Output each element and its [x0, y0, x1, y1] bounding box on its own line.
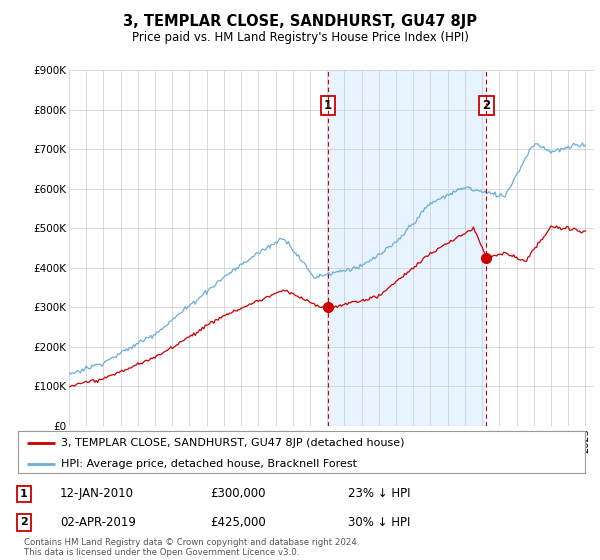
- Text: 2: 2: [20, 517, 28, 528]
- Text: 1: 1: [20, 489, 28, 499]
- Text: 02-APR-2019: 02-APR-2019: [60, 516, 136, 529]
- Text: 2: 2: [482, 99, 490, 112]
- Text: £300,000: £300,000: [210, 487, 265, 501]
- Text: 30% ↓ HPI: 30% ↓ HPI: [348, 516, 410, 529]
- Text: 23% ↓ HPI: 23% ↓ HPI: [348, 487, 410, 501]
- Text: Price paid vs. HM Land Registry's House Price Index (HPI): Price paid vs. HM Land Registry's House …: [131, 31, 469, 44]
- Text: £425,000: £425,000: [210, 516, 266, 529]
- Text: Contains HM Land Registry data © Crown copyright and database right 2024.
This d: Contains HM Land Registry data © Crown c…: [24, 538, 359, 557]
- Bar: [328, 70, 487, 426]
- Text: 3, TEMPLAR CLOSE, SANDHURST, GU47 8JP: 3, TEMPLAR CLOSE, SANDHURST, GU47 8JP: [123, 14, 477, 29]
- Text: HPI: Average price, detached house, Bracknell Forest: HPI: Average price, detached house, Brac…: [61, 459, 356, 469]
- Text: 3, TEMPLAR CLOSE, SANDHURST, GU47 8JP (detached house): 3, TEMPLAR CLOSE, SANDHURST, GU47 8JP (d…: [61, 438, 404, 448]
- Text: 12-JAN-2010: 12-JAN-2010: [60, 487, 134, 501]
- Text: 1: 1: [324, 99, 332, 112]
